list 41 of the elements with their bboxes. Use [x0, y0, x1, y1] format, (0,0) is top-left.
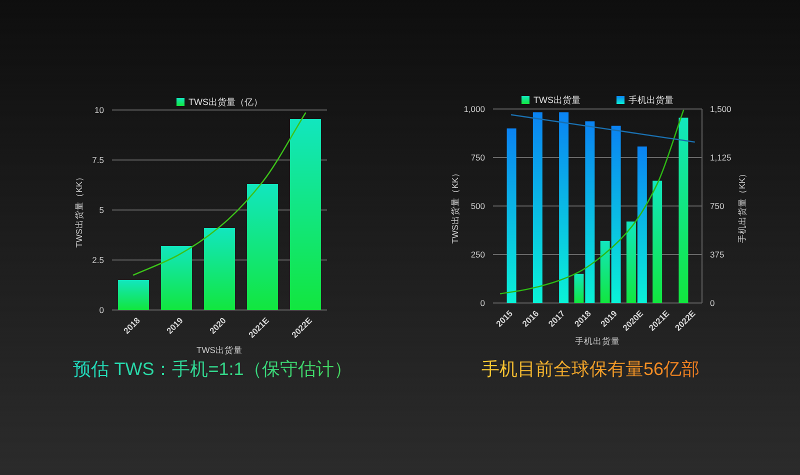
bar [204, 228, 235, 310]
y-tick-label: 0 [99, 305, 104, 315]
legend-label: 手机出货量 [628, 95, 674, 105]
text: 手机目前全球保有量56亿部 [481, 359, 700, 379]
text: 预估 TWS：手机=1:1（保守估计） [73, 359, 352, 379]
bar [559, 112, 569, 303]
bar [161, 246, 192, 310]
y-tick-label: 250 [470, 250, 486, 260]
legend-label: TWS出货量 [534, 95, 580, 105]
y-axis-title: TWS出货量（KK） [450, 168, 460, 244]
legend-label: TWS出货量（亿） [188, 97, 262, 107]
line-series [500, 110, 684, 294]
x-axis-title: 手机出货量 [575, 336, 620, 346]
y-tick-label: 7.5 [92, 155, 104, 165]
y2-tick-label: 1,125 [710, 152, 732, 162]
bar [247, 184, 278, 310]
y-axis-title: TWS出货量（KK） [74, 172, 84, 248]
y2-tick-label: 750 [710, 201, 724, 211]
bar [506, 128, 516, 303]
bar [611, 126, 621, 303]
bar [574, 274, 584, 303]
y2-tick-label: 1,500 [710, 104, 732, 114]
bar [652, 180, 662, 303]
y2-tick-label: 0 [710, 298, 715, 308]
bar [118, 280, 149, 310]
bar [532, 112, 542, 303]
y-tick-label: 10 [94, 105, 104, 115]
y-tick-label: 750 [470, 152, 486, 162]
y-tick-label: 500 [470, 201, 486, 211]
y-tick-label: 1,000 [464, 104, 486, 114]
bar [585, 121, 595, 303]
y-tick-label: 2.5 [92, 255, 104, 265]
y-tick-label: 0 [480, 298, 486, 308]
bar [290, 119, 321, 310]
line-series [132, 112, 306, 276]
line-series [510, 114, 696, 143]
bar [678, 118, 688, 303]
y-tick-label: 5 [99, 205, 104, 215]
y2-axis-title: 手机出货量（KK） [737, 168, 747, 244]
x-axis-title: TWS出货量 [196, 345, 242, 355]
y2-tick-label: 375 [710, 250, 724, 260]
